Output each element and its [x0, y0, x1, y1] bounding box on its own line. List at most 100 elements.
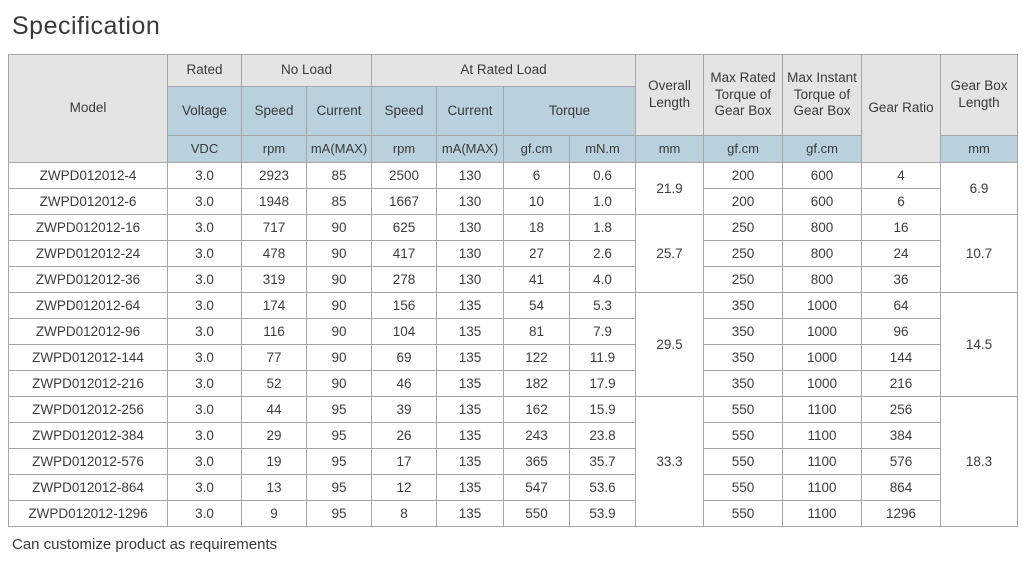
cell-max-instant-torque: 1100 — [782, 396, 863, 423]
cell-gear-ratio: 216 — [861, 370, 942, 397]
cell-model: ZWPD012012-1296 — [8, 500, 168, 527]
unit-gf-cm-torque: gf.cm — [503, 135, 571, 163]
cell-max-rated-torque: 200 — [703, 188, 784, 215]
cell-max-instant-torque: 600 — [782, 162, 863, 189]
cell-gear-ratio: 36 — [861, 266, 942, 293]
subheader-torque: Torque — [503, 86, 637, 136]
spec-row: ZWPD012012-576 3.0 19 95 17 135 365 35.7 550 1100… — [8, 448, 1018, 475]
cell-torque-gf-cm: 365 — [503, 448, 571, 475]
cell-rated-current: 135 — [436, 474, 505, 501]
cell-rated-speed: 156 — [371, 292, 438, 319]
spec-row: ZWPD012012-1296 3.0 9 95 8 135 550 53.9 550 1100 1… — [8, 500, 1018, 527]
cell-no-load-speed: 52 — [241, 370, 307, 397]
cell-max-rated-torque: 250 — [703, 266, 784, 293]
cell-voltage: 3.0 — [167, 266, 242, 293]
cell-torque-gf-cm: 81 — [503, 318, 571, 345]
cell-no-load-speed: 2923 — [241, 162, 307, 189]
cell-torque-mn-m: 1.8 — [569, 214, 637, 241]
cell-rated-current: 130 — [436, 266, 505, 293]
cell-torque-gf-cm: 182 — [503, 370, 571, 397]
cell-no-load-speed: 77 — [241, 344, 307, 371]
cell-overall-length: 33.3 — [635, 396, 705, 527]
cell-torque-mn-m: 23.8 — [569, 422, 637, 449]
cell-max-instant-torque: 1000 — [782, 344, 863, 371]
col-header-gear-box-length: Gear Box Length — [940, 54, 1019, 136]
unit-gf-cm-max-rated: gf.cm — [703, 135, 784, 163]
cell-voltage: 3.0 — [167, 162, 242, 189]
cell-gear-ratio: 576 — [861, 448, 942, 475]
cell-rated-current: 135 — [436, 344, 505, 371]
subheader-no-load-current: Current — [305, 86, 373, 136]
cell-torque-mn-m: 11.9 — [569, 344, 637, 371]
spec-row: ZWPD012012-36 3.0 319 90 278 130 41 4.0 250 800 36 — [8, 266, 1018, 293]
cell-voltage: 3.0 — [167, 396, 242, 423]
cell-overall-length: 29.5 — [635, 292, 705, 397]
cell-rated-speed: 2500 — [371, 162, 438, 189]
cell-max-instant-torque: 1100 — [782, 448, 863, 475]
cell-voltage: 3.0 — [167, 188, 242, 215]
cell-torque-gf-cm: 54 — [503, 292, 571, 319]
cell-torque-gf-cm: 10 — [503, 188, 571, 215]
spec-row: ZWPD012012-64 3.0 174 90 156 135 54 5.3 29.5 350 1… — [8, 292, 1019, 397]
subheader-rated-current: Current — [436, 86, 505, 136]
col-header-max-rated-torque: Max Rated Torque of Gear Box — [703, 54, 784, 136]
cell-model: ZWPD012012-6 — [8, 188, 168, 215]
cell-rated-current: 130 — [436, 214, 505, 241]
cell-rated-current: 135 — [436, 448, 505, 475]
cell-model: ZWPD012012-864 — [8, 474, 168, 501]
spec-row: ZWPD012012-4 3.0 2923 85 2500 130 6 0.6 21.9 200 6… — [8, 162, 1019, 215]
cell-no-load-speed: 478 — [241, 240, 307, 267]
cell-max-rated-torque: 550 — [703, 422, 784, 449]
cell-max-instant-torque: 800 — [782, 214, 863, 241]
cell-model: ZWPD012012-64 — [8, 292, 168, 319]
cell-max-rated-torque: 250 — [703, 240, 784, 267]
spec-row: ZWPD012012-256 3.0 44 95 39 135 162 15.9 33.3 550… — [8, 396, 1019, 527]
cell-torque-mn-m: 15.9 — [569, 396, 637, 423]
cell-max-rated-torque: 550 — [703, 474, 784, 501]
cell-torque-gf-cm: 6 — [503, 162, 571, 189]
cell-rated-current: 135 — [436, 396, 505, 423]
cell-gear-ratio: 864 — [861, 474, 942, 501]
cell-no-load-speed: 13 — [241, 474, 307, 501]
cell-max-instant-torque: 1000 — [782, 318, 863, 345]
cell-gear-ratio: 64 — [861, 292, 942, 319]
cell-torque-mn-m: 7.9 — [569, 318, 637, 345]
spec-row: ZWPD012012-144 3.0 77 90 69 135 122 11.9 350 1000… — [8, 344, 1018, 371]
cell-rated-speed: 625 — [371, 214, 438, 241]
cell-model: ZWPD012012-36 — [8, 266, 168, 293]
cell-no-load-current: 85 — [305, 188, 373, 215]
cell-voltage: 3.0 — [167, 500, 242, 527]
col-header-at-rated-load: At Rated Load — [371, 54, 637, 87]
cell-max-rated-torque: 550 — [703, 500, 784, 527]
cell-rated-speed: 278 — [371, 266, 438, 293]
cell-rated-current: 135 — [436, 370, 505, 397]
cell-rated-current: 130 — [436, 240, 505, 267]
spec-row: ZWPD012012-16 3.0 717 90 625 130 18 1.8 25.7 250 8… — [8, 214, 1019, 293]
cell-torque-gf-cm: 18 — [503, 214, 571, 241]
unit-ma-max-no-load: mA(MAX) — [305, 135, 373, 163]
cell-rated-speed: 12 — [371, 474, 438, 501]
cell-rated-speed: 104 — [371, 318, 438, 345]
cell-torque-mn-m: 35.7 — [569, 448, 637, 475]
spec-row: ZWPD012012-384 3.0 29 95 26 135 243 23.8 550 1100… — [8, 422, 1018, 449]
cell-no-load-current: 90 — [305, 214, 373, 241]
cell-no-load-current: 90 — [305, 370, 373, 397]
spec-row: ZWPD012012-6 3.0 1948 85 1667 130 10 1.0 200 600 6 — [8, 188, 1018, 215]
cell-torque-mn-m: 4.0 — [569, 266, 637, 293]
cell-gear-ratio: 384 — [861, 422, 942, 449]
cell-max-instant-torque: 800 — [782, 240, 863, 267]
subheader-voltage: Voltage — [167, 86, 242, 136]
cell-no-load-current: 90 — [305, 292, 373, 319]
cell-no-load-speed: 29 — [241, 422, 307, 449]
cell-voltage: 3.0 — [167, 292, 242, 319]
cell-gear-box-length: 14.5 — [940, 292, 1019, 397]
cell-no-load-speed: 717 — [241, 214, 307, 241]
cell-no-load-current: 90 — [305, 266, 373, 293]
cell-no-load-speed: 19 — [241, 448, 307, 475]
cell-max-instant-torque: 800 — [782, 266, 863, 293]
cell-rated-current: 135 — [436, 500, 505, 527]
cell-rated-current: 135 — [436, 422, 505, 449]
cell-max-instant-torque: 1100 — [782, 422, 863, 449]
cell-model: ZWPD012012-256 — [8, 396, 168, 423]
cell-gear-box-length: 10.7 — [940, 214, 1019, 293]
